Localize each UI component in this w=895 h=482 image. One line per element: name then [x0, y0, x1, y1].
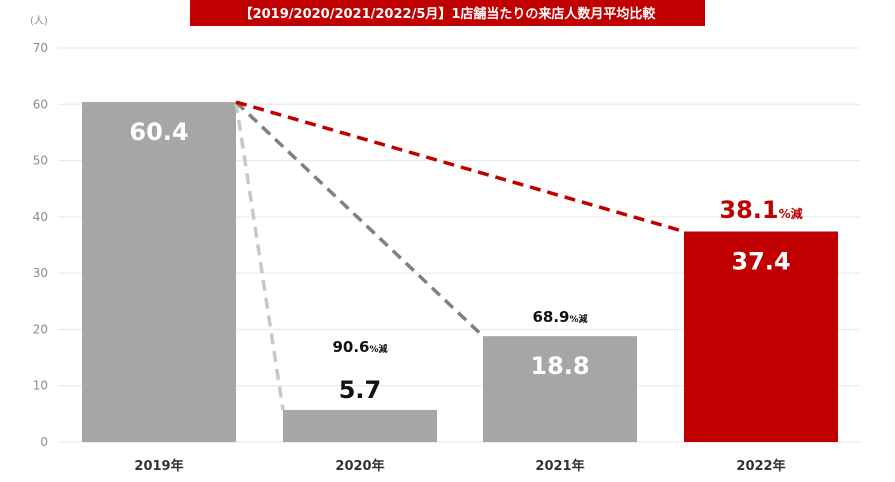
- y-tick-label: 30: [33, 266, 48, 280]
- decrease-annotations: 90.6%減 68.9%減 38.1%減: [332, 196, 802, 356]
- decrease-annotation: 68.9%減: [532, 308, 587, 326]
- comparison-line: [235, 100, 685, 234]
- bar: [483, 336, 637, 442]
- x-tick-label: 2022年: [736, 458, 785, 474]
- comparison-line: [234, 101, 285, 411]
- decrease-annotation: 38.1%減: [719, 196, 802, 224]
- y-tick-label: 50: [33, 154, 48, 168]
- y-tick-label: 10: [33, 379, 48, 393]
- y-tick-label: 70: [33, 41, 48, 55]
- x-tick-label: 2021年: [535, 458, 584, 474]
- bar-value-label: 5.7: [339, 376, 382, 404]
- y-axis-ticks: 0 10 20 30 40 50 60 70: [33, 41, 48, 449]
- bar: [82, 102, 236, 442]
- bar-value-label: 18.8: [530, 352, 589, 380]
- chart-title: 【2019/2020/2021/2022/5月】1店舗当たりの来店人数月平均比較: [240, 6, 657, 22]
- bar: [283, 409, 437, 442]
- chart-title-banner: [190, 0, 705, 26]
- bar: [684, 231, 838, 442]
- y-tick-label: 40: [33, 210, 48, 224]
- y-tick-label: 20: [33, 322, 48, 336]
- x-axis-ticks: 2019年 2020年 2021年 2022年: [134, 458, 785, 474]
- comparison-line: [234, 100, 485, 338]
- decrease-annotation: 90.6%減: [332, 338, 387, 356]
- y-axis-unit: (人): [30, 15, 48, 27]
- y-tick-label: 0: [40, 435, 48, 449]
- comparison-lines: [234, 100, 685, 411]
- y-tick-label: 60: [33, 97, 48, 111]
- x-tick-label: 2020年: [335, 458, 384, 474]
- bars: [82, 102, 838, 442]
- value-labels: 60.4 5.7 18.8 37.4: [129, 118, 790, 404]
- x-tick-label: 2019年: [134, 458, 183, 474]
- bar-value-label: 37.4: [731, 247, 790, 275]
- bar-value-label: 60.4: [129, 118, 188, 146]
